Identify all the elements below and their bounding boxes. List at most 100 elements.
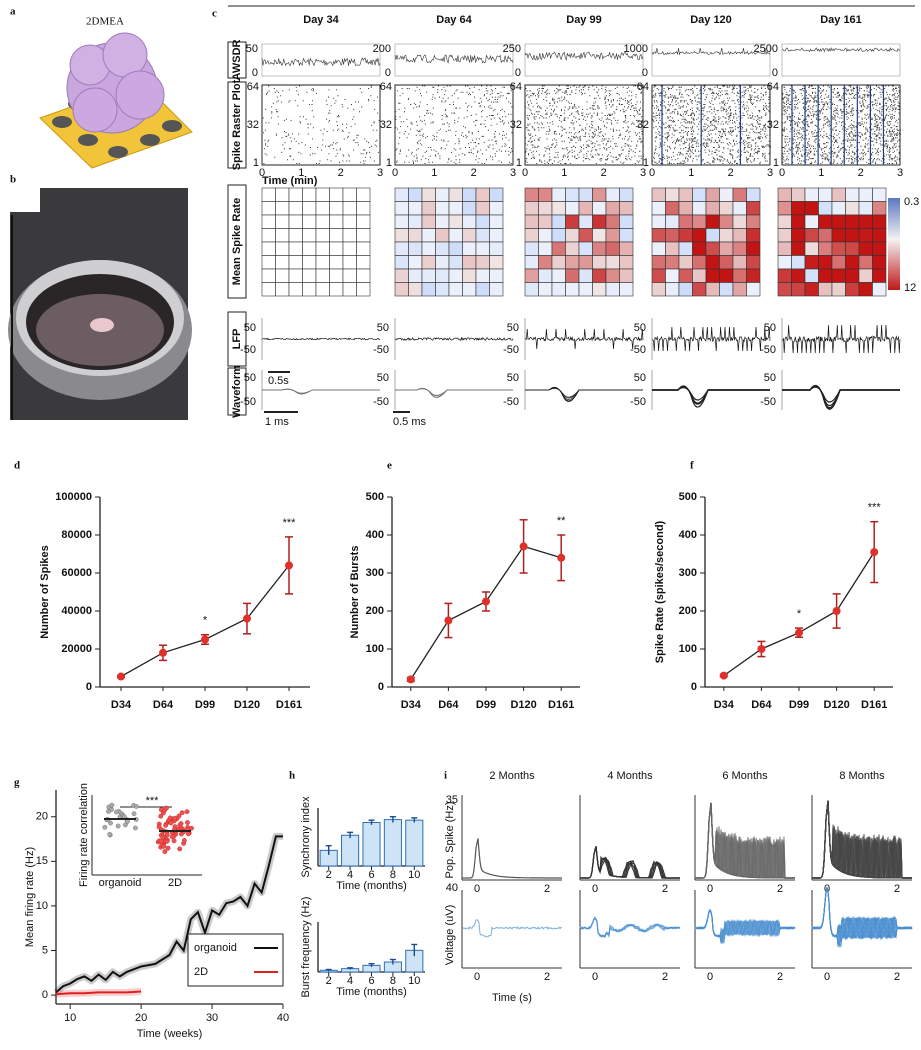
lfp-tick: -50 [240,344,256,356]
waveform-trace [782,385,900,410]
heatmap-cell [791,214,806,229]
heatmap-cell [275,201,290,216]
panel-label: b [10,174,16,186]
heatmap-cell [275,214,290,229]
heatmap-cell [619,214,634,229]
heatmap-cell [342,255,357,270]
heatmap-cell [665,187,680,202]
organoid-lobe [72,87,118,133]
heatmap-cell [551,255,566,270]
heatmap-cell [804,228,819,243]
heatmap-cell [551,228,566,243]
heatmap-cell [746,282,761,297]
heatmap-cell [329,214,344,229]
heatmap-cell [692,228,707,243]
heatmap-cell [538,201,553,216]
raster-xtick: 2 [601,167,607,179]
heatmap-cell [475,241,490,256]
heatmap-cell [288,282,303,297]
colorbar [888,198,900,290]
panel-label: a [10,6,16,18]
heatmap-cell [705,268,720,283]
heatmap-cell [705,187,720,202]
awsdr-trace [524,51,644,61]
inset-dot [177,846,183,852]
waveform-tick: 50 [244,372,256,384]
inset-dot [172,815,178,821]
y-tick-label: 60000 [61,567,92,579]
heatmap-cell [315,201,330,216]
heatmap-cell [538,255,553,270]
y-tick-label: 400 [366,529,384,541]
heatmap-cell [462,255,477,270]
heatmap-cell [356,187,371,202]
day-header: Day 64 [436,14,472,26]
heatmap-cell [746,241,761,256]
heatmap-cell [705,201,720,216]
photo-corner [10,188,40,212]
heatmap-cell [356,268,371,283]
day-header: Day 161 [820,14,862,26]
heatmap-cell [732,268,747,283]
raster-frame [524,84,644,166]
raster-frame [261,84,381,166]
heatmap-cell [678,214,693,229]
row-label: AWSDR [231,39,243,80]
heatmap-cell [777,255,792,270]
heatmap-cell [524,201,539,216]
heatmap-cell [872,187,887,202]
heatmap-cell [565,282,580,297]
x-tick-label: D161 [276,699,302,711]
legend-label: 2D [194,966,208,978]
x-axis-label: Time (months) [336,986,407,998]
pop-spike-trace [695,802,795,879]
lfp-trace [651,326,771,352]
heatmap-cell [261,187,276,202]
x-tick-label: 0 [707,883,713,895]
heatmap-cell [719,214,734,229]
heatmap-cell [578,228,593,243]
heatmap-cell [342,241,357,256]
inset-dot [169,834,175,840]
voltage-trace [461,919,563,938]
heatmap-cell [605,268,620,283]
heatmap-cell [275,187,290,202]
y-tick-label: 0 [86,681,92,693]
marker [795,628,803,637]
heatmap-cell [342,201,357,216]
heatmap-cell [356,228,371,243]
awsdr-trace [394,54,514,64]
pop-spike-trace [812,800,912,879]
electrode [140,134,160,146]
heatmap-cell [831,255,846,270]
voltage-trace [579,916,681,939]
heatmap-cell [746,201,761,216]
heatmap-cell [678,187,693,202]
organoid-lobe [102,32,148,78]
heatmap-cell [565,241,580,256]
awsdr-tick: 50 [246,43,258,55]
heatmap-cell [746,228,761,243]
electrode [52,116,72,128]
heatmap-cell [448,241,463,256]
heatmap-cell [746,255,761,270]
y-tick-label: 80000 [61,529,92,541]
heatmap-cell [315,282,330,297]
heatmap-cell [356,214,371,229]
heatmap-cell [565,268,580,283]
heatmap-cell [475,201,490,216]
row-label-box [227,41,247,79]
panel-label: g [14,777,20,789]
heatmap-cell [448,268,463,283]
heatmap-cell [619,187,634,202]
heatmap-cell [858,268,873,283]
heatmap-cell [288,255,303,270]
heatmap-cell [831,268,846,283]
y-axis-label: Number of Bursts [349,546,361,639]
heatmap-cell [462,241,477,256]
marker [117,672,125,681]
raster-xtick: 0 [649,167,655,179]
raster-xtick: 3 [510,167,516,179]
awsdr-tick: 2500 [754,43,778,55]
heatmap-cell [421,187,436,202]
